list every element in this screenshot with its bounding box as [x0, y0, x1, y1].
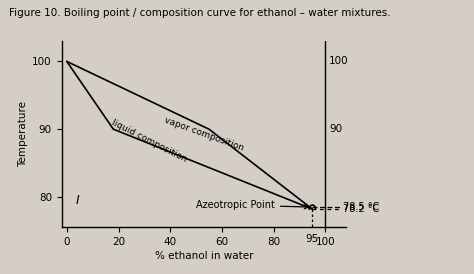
Text: 78.5 °C: 78.5 °C — [344, 202, 380, 212]
X-axis label: % ethanol in water: % ethanol in water — [155, 251, 253, 261]
Text: 78.2 °C: 78.2 °C — [344, 204, 380, 214]
Text: liquid composition: liquid composition — [110, 118, 189, 164]
Y-axis label: Temperature: Temperature — [18, 101, 28, 167]
Text: vapor composition: vapor composition — [163, 115, 245, 153]
Text: Figure 10. Boiling point / composition curve for ethanol – water mixtures.: Figure 10. Boiling point / composition c… — [9, 8, 391, 18]
Text: I: I — [75, 194, 79, 207]
Text: Azeotropic Point: Azeotropic Point — [196, 200, 308, 210]
Text: 90: 90 — [329, 124, 342, 134]
Text: 95: 95 — [306, 234, 319, 244]
Text: 100: 100 — [329, 56, 349, 66]
